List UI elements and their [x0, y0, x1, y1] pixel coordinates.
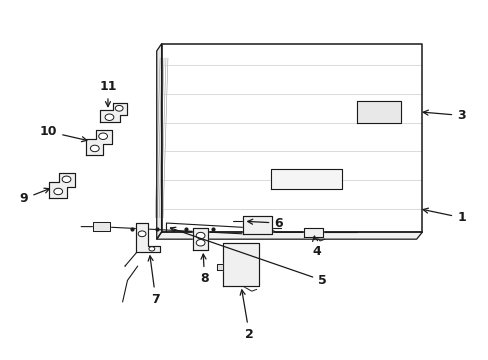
Text: 9: 9 — [20, 188, 49, 205]
Text: 1: 1 — [422, 208, 465, 224]
Circle shape — [99, 133, 107, 139]
Polygon shape — [161, 44, 422, 232]
Circle shape — [62, 176, 71, 183]
Polygon shape — [271, 169, 341, 189]
Text: 10: 10 — [40, 125, 87, 142]
Circle shape — [138, 231, 146, 237]
Polygon shape — [93, 222, 110, 231]
Text: 4: 4 — [312, 236, 321, 258]
Text: 11: 11 — [99, 80, 117, 107]
Polygon shape — [157, 44, 161, 239]
Text: 2: 2 — [240, 290, 253, 341]
Circle shape — [105, 114, 114, 121]
Circle shape — [90, 145, 99, 152]
Circle shape — [196, 232, 204, 239]
Polygon shape — [49, 173, 75, 198]
Polygon shape — [304, 228, 322, 237]
Polygon shape — [100, 103, 127, 122]
Polygon shape — [86, 130, 112, 155]
Text: 8: 8 — [200, 254, 208, 285]
Circle shape — [115, 105, 123, 111]
Polygon shape — [356, 101, 400, 123]
Polygon shape — [136, 223, 160, 252]
Polygon shape — [216, 264, 222, 270]
Text: 3: 3 — [422, 109, 465, 122]
Circle shape — [54, 188, 62, 195]
Circle shape — [196, 239, 204, 246]
Text: 7: 7 — [148, 256, 160, 306]
Text: 5: 5 — [170, 227, 326, 287]
Polygon shape — [193, 228, 207, 250]
Text: 6: 6 — [247, 216, 283, 230]
Polygon shape — [157, 232, 422, 239]
Polygon shape — [243, 216, 272, 234]
Circle shape — [149, 247, 155, 251]
Polygon shape — [222, 243, 259, 286]
